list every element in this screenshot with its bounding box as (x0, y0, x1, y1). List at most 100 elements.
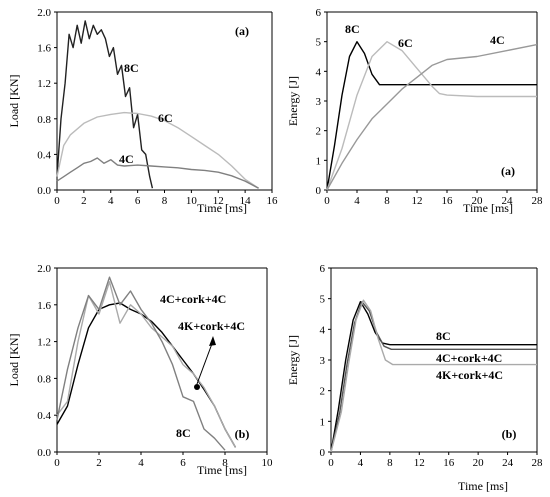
y-axis-label: Energy [J] (286, 76, 300, 126)
series-line-6C (326, 41, 537, 191)
arrow-line (196, 340, 214, 385)
arrow-dot (194, 384, 200, 390)
x-tick-label: 16 (443, 457, 455, 469)
series-line-8C (56, 20, 154, 189)
y-tick-label: 6 (316, 7, 322, 19)
series-label: 8C (345, 22, 360, 36)
series-label: 6C (398, 36, 413, 50)
y-tick-label: 6 (320, 263, 326, 275)
y-tick-label: 0.0 (37, 185, 51, 197)
series-label: 4C+cork+4C (436, 351, 502, 365)
y-tick-label: 0.4 (37, 410, 51, 422)
x-tick-label: 20 (472, 195, 484, 207)
x-tick-label: 28 (532, 195, 544, 207)
x-tick-label: 0 (54, 457, 60, 469)
x-tick-label: 14 (240, 195, 252, 207)
y-tick-label: 1 (316, 155, 322, 167)
y-tick-label: 0.8 (37, 114, 51, 126)
x-tick-label: 12 (414, 457, 425, 469)
x-tick-label: 28 (532, 457, 544, 469)
series-line-8C (56, 276, 226, 451)
x-tick-label: 10 (186, 195, 198, 207)
series-label: 4C (119, 152, 134, 166)
panel-tag: (b) (502, 427, 517, 441)
x-axis-label: Time [ms] (463, 201, 513, 215)
x-tick-label: 2 (81, 195, 87, 207)
y-axis-label: Load [KN] (7, 334, 21, 387)
x-tick-label: 8 (222, 457, 228, 469)
y-axis-label: Load [KN] (7, 75, 21, 128)
y-tick-label: 0.0 (37, 447, 51, 459)
series-line-8C (330, 301, 537, 453)
x-tick-label: 4 (358, 457, 364, 469)
y-tick-label: 3 (316, 96, 322, 108)
x-tick-label: 24 (502, 195, 514, 207)
y-tick-label: 3 (320, 355, 326, 367)
x-tick-label: 4 (354, 195, 360, 207)
series-label: 4K+cork+4C (178, 319, 245, 333)
x-tick-label: 8 (162, 195, 168, 207)
y-tick-label: 1.6 (37, 43, 51, 55)
y-tick-label: 1.2 (37, 78, 51, 90)
y-tick-label: 2 (316, 126, 322, 138)
x-axis-label: Time [ms] (458, 479, 508, 493)
y-tick-label: 0 (316, 185, 322, 197)
y-tick-label: 1.6 (37, 300, 51, 312)
y-tick-label: 0 (320, 447, 326, 459)
x-tick-label: 12 (412, 195, 423, 207)
x-tick-label: 4 (108, 195, 114, 207)
panel-tag: (a) (501, 164, 515, 178)
x-axis-label: Time [ms] (197, 201, 247, 215)
x-tick-label: 16 (442, 195, 454, 207)
series-line-4K+cork+4C (330, 299, 537, 453)
y-tick-label: 5 (316, 37, 322, 49)
y-tick-label: 0.4 (37, 149, 51, 161)
x-tick-label: 8 (384, 195, 390, 207)
x-tick-label: 20 (473, 457, 485, 469)
annotation-arrow (194, 336, 216, 390)
series-line-4C (326, 43, 538, 191)
arrow-head (209, 336, 216, 346)
y-tick-label: 4 (320, 324, 326, 336)
x-tick-label: 0 (328, 457, 334, 469)
y-tick-label: 5 (320, 294, 326, 306)
series-line-4C (56, 157, 259, 189)
y-tick-label: 1 (320, 416, 326, 428)
chart-panel-1: 0 2 4 6 8 10 12 14 16 0.0 0.4 0.8 1.2 1.6 2.0 Time [ms]… (7, 7, 278, 215)
panel-tag: (a) (235, 24, 249, 38)
x-tick-label: 24 (502, 457, 514, 469)
y-tick-label: 2 (320, 386, 326, 398)
x-tick-label: 0 (54, 195, 60, 207)
x-tick-label: 12 (213, 195, 224, 207)
y-tick-label: 0.8 (37, 373, 51, 385)
series-label: 6C (158, 111, 173, 125)
series-line-4C+cork+4C (56, 302, 237, 448)
series-line-4K+cork+4C (56, 281, 237, 448)
series-label: 8C (436, 329, 451, 343)
series-line-8C (326, 41, 537, 191)
x-tick-label: 4 (138, 457, 144, 469)
x-axis-label: Time [ms] (197, 463, 247, 477)
x-tick-label: 6 (135, 195, 141, 207)
panel-tag: (b) (235, 427, 250, 441)
x-tick-label: 6 (180, 457, 186, 469)
x-tick-label: 8 (387, 457, 393, 469)
y-tick-label: 2.0 (37, 263, 51, 275)
y-tick-label: 1.2 (37, 337, 51, 349)
series-label: 8C (176, 426, 191, 440)
y-tick-label: 2.0 (37, 7, 51, 19)
chart-panel-3: 0 2 4 6 8 10 0.0 0.4 0.8 1.2 1.6 2.0 Time [ms] Load [… (7, 263, 273, 477)
series-label: 8C (124, 61, 139, 75)
y-tick-label: 4 (316, 66, 322, 78)
x-tick-label: 2 (96, 457, 102, 469)
x-tick-label: 10 (262, 457, 274, 469)
series-label: 4C+cork+4C (160, 292, 226, 306)
series-label: 4K+cork+4C (436, 368, 503, 382)
y-axis-label: Energy [J] (286, 335, 300, 385)
x-tick-label: 0 (324, 195, 330, 207)
series-line-6C (56, 111, 259, 189)
series-label: 4C (490, 33, 505, 47)
